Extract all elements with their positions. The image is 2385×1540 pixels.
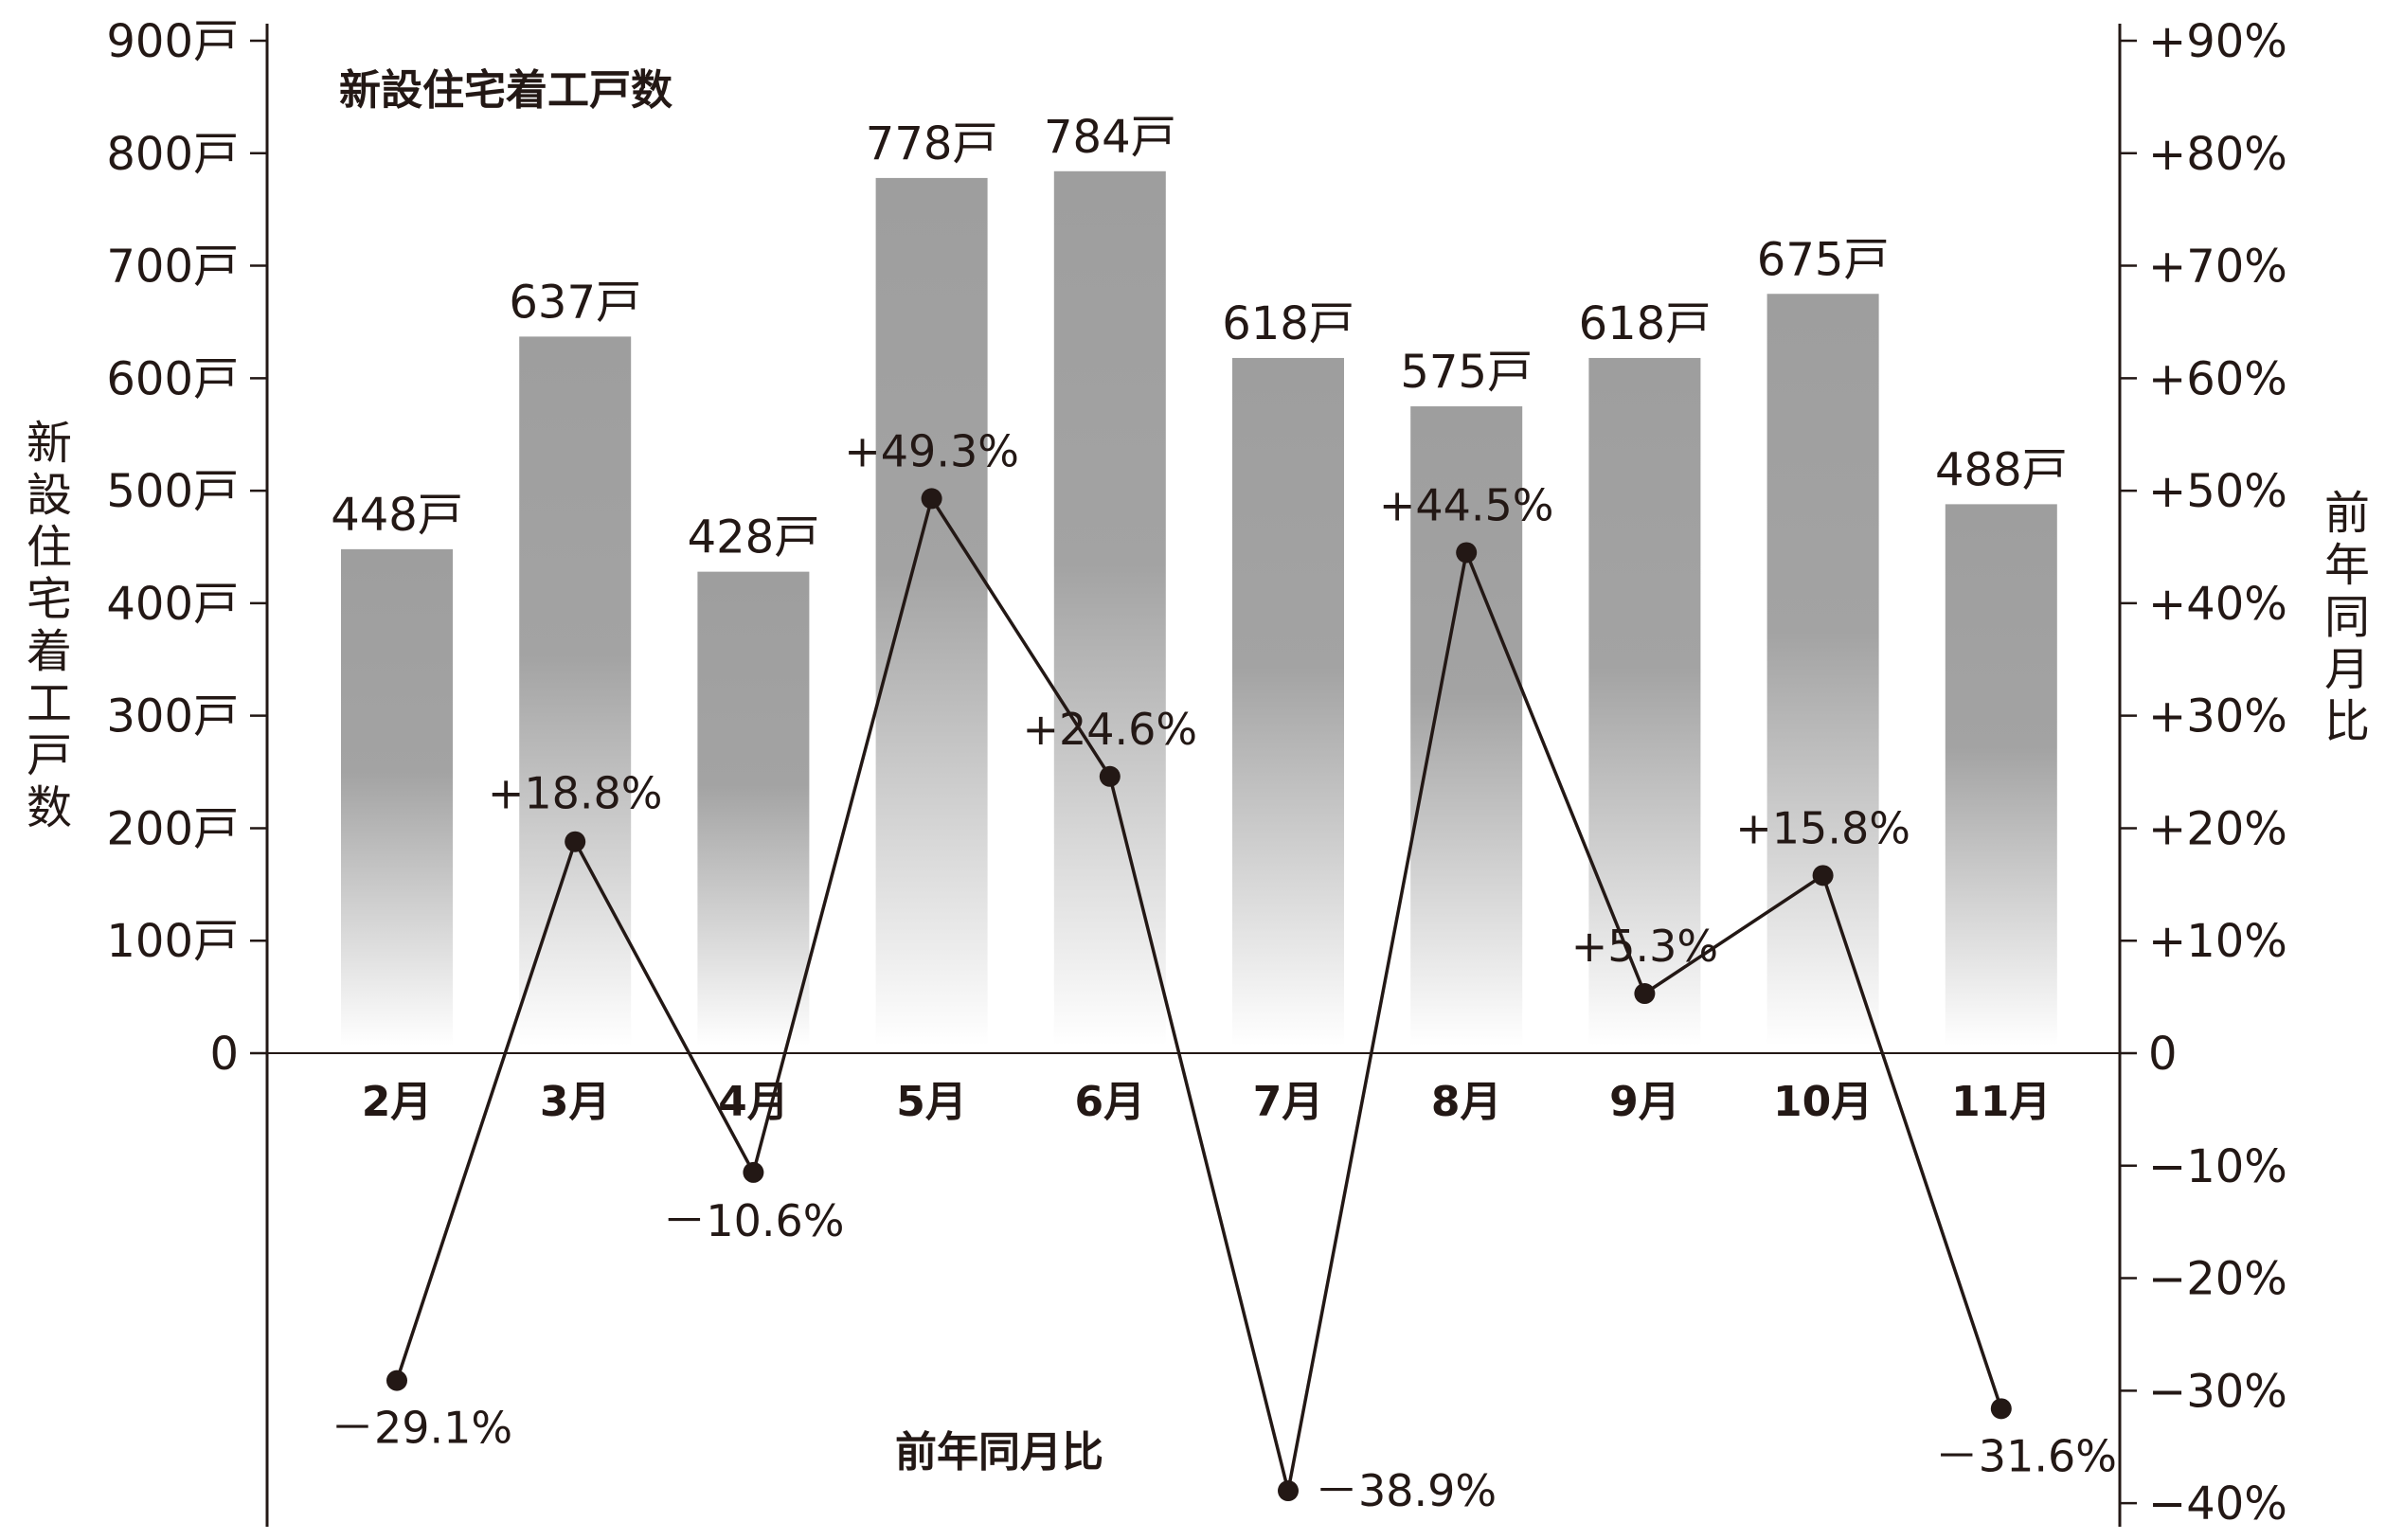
yoy-value-label: +18.8% (488, 768, 663, 819)
axis-title-char: 住 (27, 521, 72, 574)
category-label: 3月 (540, 1078, 611, 1126)
axis-title-char: 年 (2324, 539, 2370, 592)
left-tick-label: 0 (209, 1028, 239, 1081)
axis-title-char: 同 (2324, 591, 2370, 644)
category-label: 8月 (1431, 1078, 1502, 1126)
bar-series-title: 新設住宅着工戸数 (339, 66, 672, 115)
left-tick-label: 300戸 (106, 690, 239, 743)
bar-8 (1588, 357, 1701, 1046)
yoy-point-2 (565, 831, 586, 852)
axis-title-char: 設 (27, 469, 72, 522)
axis-title-char: 数 (27, 781, 72, 834)
yoy-point-6 (1278, 1480, 1299, 1502)
bar-7 (1410, 406, 1523, 1046)
bar-3 (697, 571, 810, 1046)
category-label: 7月 (1253, 1078, 1324, 1126)
yoy-point-7 (1456, 542, 1478, 564)
bar-9 (1766, 294, 1879, 1046)
axis-title-char: 月 (2324, 643, 2370, 696)
left-tick-label: 600戸 (106, 352, 239, 405)
left-tick-label: 100戸 (106, 915, 239, 968)
right-tick-label: +50% (2148, 465, 2287, 518)
right-axis-title: 前年同月比 (2324, 487, 2370, 748)
axis-title-char: 前 (2324, 487, 2370, 540)
right-tick-label: +80% (2148, 128, 2287, 181)
bar-series (341, 170, 2057, 1047)
right-tick-label: 0 (2148, 1028, 2178, 1081)
bar-6 (1232, 357, 1344, 1046)
yoy-point-9 (1812, 865, 1834, 886)
right-tick-label: −20% (2148, 1253, 2287, 1306)
yoy-value-label: +5.3% (1571, 921, 1718, 972)
axis-title-char: 工 (27, 677, 72, 730)
left-tick-label: 500戸 (106, 465, 239, 518)
yoy-point-1 (386, 1370, 407, 1391)
yoy-point-4 (921, 488, 942, 510)
yoy-value-label: －38.9% (1315, 1465, 1497, 1516)
line-series (386, 488, 2012, 1502)
left-tick-label: 900戸 (106, 15, 239, 68)
right-tick-label: +30% (2148, 690, 2287, 743)
bar-10 (1945, 504, 2057, 1046)
right-tick-label: +20% (2148, 802, 2287, 855)
right-tick-label: −40% (2148, 1477, 2287, 1531)
axis-title-char: 新 (27, 417, 72, 470)
bar-value-label: 637戸 (509, 276, 641, 329)
category-label: 2月 (362, 1078, 433, 1126)
bar-value-label: 618戸 (1222, 297, 1354, 350)
category-label: 6月 (1074, 1078, 1145, 1126)
left-tick-label: 400戸 (106, 578, 239, 631)
right-tick-label: +70% (2148, 241, 2287, 294)
bar-value-label: 575戸 (1400, 346, 1533, 399)
bar-4 (875, 177, 988, 1047)
yoy-point-3 (743, 1161, 764, 1183)
right-tick-label: −30% (2148, 1365, 2287, 1418)
category-label: 5月 (896, 1078, 967, 1126)
category-label: 9月 (1609, 1078, 1680, 1126)
axis-title-char: 宅 (27, 573, 72, 626)
axis-title-char: 着 (27, 625, 72, 678)
right-tick-label: +60% (2148, 352, 2287, 405)
bar-value-label: 618戸 (1579, 297, 1712, 350)
yoy-value-label: +44.5% (1379, 479, 1554, 530)
yoy-value-label: +15.8% (1735, 802, 1910, 853)
yoy-point-8 (1634, 983, 1656, 1005)
axis-title-char: 比 (2324, 695, 2370, 748)
category-label: 11月 (1951, 1078, 2051, 1126)
yoy-value-label: －10.6% (662, 1195, 844, 1246)
yoy-value-label: －31.6% (1935, 1430, 2117, 1481)
bar-1 (341, 548, 453, 1046)
bar-value-label: 784戸 (1044, 111, 1176, 164)
yoy-value-label: +49.3% (844, 425, 1019, 476)
right-tick-label: +40% (2148, 578, 2287, 631)
line-series-title: 前年同月比 (895, 1428, 1103, 1477)
right-tick-label: +10% (2148, 915, 2287, 968)
right-tick-label: +90% (2148, 15, 2287, 68)
bar-value-label: 448戸 (331, 489, 463, 542)
axes: 0 100戸 200戸 300戸 400戸 500戸 600戸 700戸 800戸 900戸 +90… (106, 15, 2287, 1531)
axis-title-char: 戸 (27, 729, 72, 782)
bar-2 (519, 336, 632, 1046)
category-label: 10月 (1773, 1078, 1873, 1126)
yoy-line (395, 494, 2003, 1492)
yoy-value-label: +24.6% (1022, 704, 1197, 755)
yoy-value-label: －29.1% (331, 1403, 512, 1454)
bar-value-label: 428戸 (688, 511, 820, 564)
left-axis-title: 新設住宅着工戸数 (27, 417, 72, 834)
yoy-point-5 (1099, 765, 1121, 787)
right-tick-label: −10% (2148, 1140, 2287, 1193)
bar-5 (1053, 170, 1166, 1046)
yoy-point-10 (1990, 1398, 2012, 1420)
left-tick-label: 200戸 (106, 802, 239, 855)
bar-value-label: 675戸 (1757, 233, 1890, 286)
labels: 448戸 637戸 428戸 778戸 784戸 618戸 575戸 618戸 675戸 488戸… (331, 111, 2117, 1516)
bar-value-label: 488戸 (1935, 443, 2068, 496)
left-tick-label: 800戸 (106, 128, 239, 181)
bar-value-label: 778戸 (866, 117, 998, 170)
left-tick-label: 700戸 (106, 241, 239, 294)
